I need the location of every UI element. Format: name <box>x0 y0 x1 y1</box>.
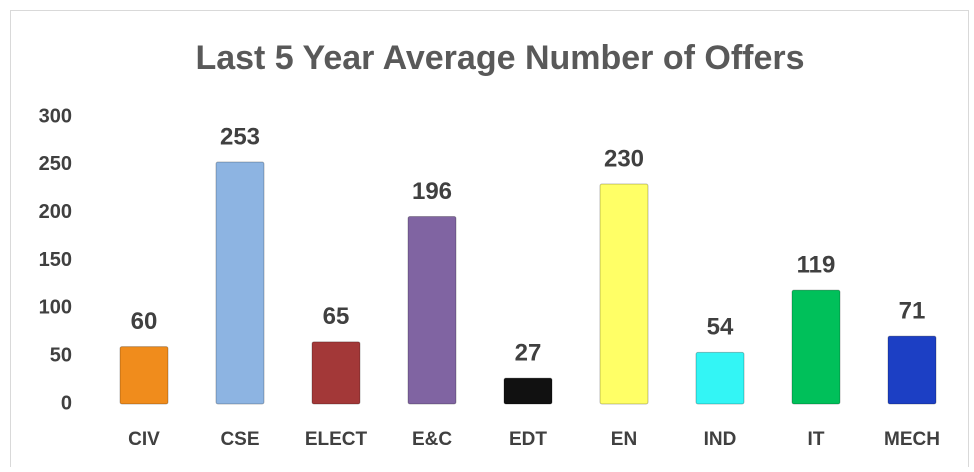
y-tick-label: 250 <box>39 153 72 175</box>
data-label: 60 <box>131 308 158 335</box>
bar <box>407 215 457 405</box>
x-tick-label: E&C <box>412 429 452 450</box>
bar <box>599 183 649 405</box>
x-tick-label: CIV <box>128 429 160 450</box>
data-label: 71 <box>899 297 926 324</box>
bar <box>887 335 937 405</box>
y-tick-label: 0 <box>61 392 72 414</box>
y-tick-label: 50 <box>50 344 72 366</box>
bar <box>311 341 361 405</box>
y-tick-label: 100 <box>39 297 72 319</box>
x-tick-label: MECH <box>884 429 940 450</box>
bar <box>791 289 841 405</box>
data-label: 65 <box>323 303 350 330</box>
data-label: 253 <box>220 123 260 150</box>
y-tick-label: 150 <box>39 249 72 271</box>
x-tick-label: IND <box>704 429 737 450</box>
bar <box>215 161 265 405</box>
data-label: 196 <box>412 178 452 205</box>
data-label: 119 <box>797 252 836 279</box>
y-tick-label: 200 <box>39 201 72 223</box>
x-tick-label: EDT <box>509 429 547 450</box>
x-tick-label: IT <box>808 429 825 450</box>
x-tick-label: EN <box>611 429 637 450</box>
data-label: 27 <box>515 340 542 367</box>
data-label: 230 <box>604 145 644 172</box>
bar <box>119 346 169 405</box>
x-tick-label: ELECT <box>305 429 368 450</box>
x-tick-label: CSE <box>220 429 259 450</box>
bar <box>695 351 745 405</box>
y-tick-label: 300 <box>39 105 72 127</box>
bar <box>503 377 553 405</box>
chart-title: Last 5 Year Average Number of Offers <box>195 39 804 77</box>
data-label: 54 <box>707 314 734 341</box>
